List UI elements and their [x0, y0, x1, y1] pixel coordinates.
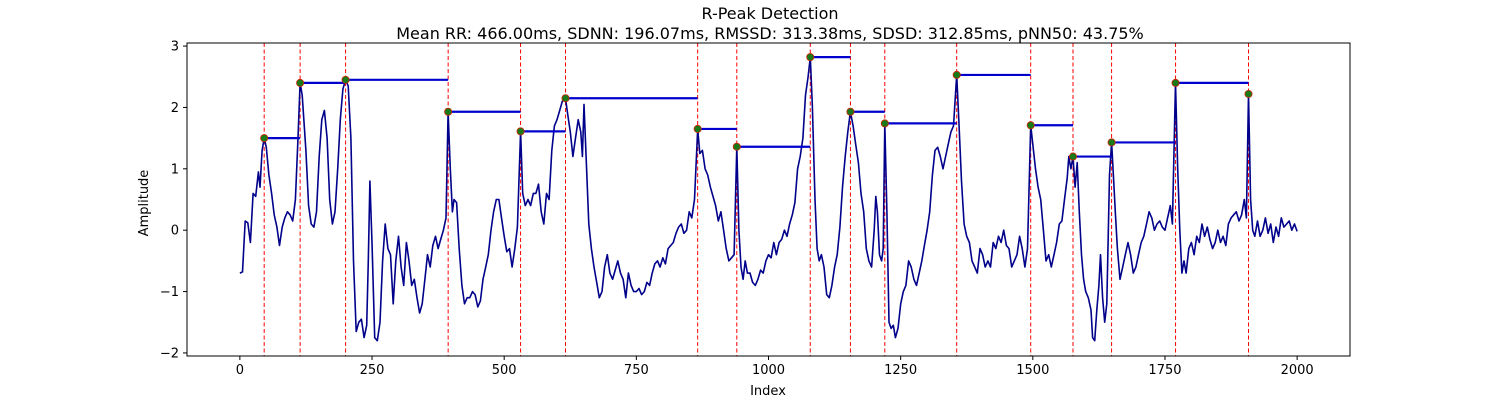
y-tick-label-5: 3 — [171, 40, 179, 55]
chart-subtitle: Mean RR: 466.00ms, SDNN: 196.07ms, RMSSD… — [396, 24, 1144, 43]
r-peak-marker-13 — [1068, 152, 1077, 161]
x-tick-label-3: 750 — [624, 363, 649, 378]
r-peak-marker-4 — [516, 127, 525, 136]
r-peak-marker-16 — [1244, 89, 1253, 98]
r-peak-marker-7 — [732, 142, 741, 151]
x-tick-label-7: 1750 — [1148, 363, 1181, 378]
r-peak-marker-14 — [1107, 138, 1116, 147]
y-tick-label-0: −2 — [160, 346, 179, 361]
r-peak-marker-9 — [846, 107, 855, 116]
plot-area — [239, 43, 1298, 356]
x-tick-label-5: 1250 — [884, 363, 917, 378]
ecg-signal-line — [239, 56, 1298, 342]
x-axis: 0 250 500 750 1000 1250 1500 1750 2000 — [236, 356, 1314, 378]
y-tick-label-1: −1 — [160, 285, 179, 300]
x-tick-label-2: 500 — [492, 363, 517, 378]
r-peak-marker-2 — [341, 75, 350, 84]
r-peak-marker-8 — [806, 53, 815, 62]
x-tick-label-1: 250 — [360, 363, 385, 378]
r-peak-marker-3 — [444, 107, 453, 116]
r-peak-marker-10 — [880, 119, 889, 128]
y-axis-label: Amplitude — [137, 170, 152, 237]
y-tick-label-4: 2 — [171, 101, 179, 116]
y-axis: −2 −1 0 1 2 3 — [160, 40, 187, 361]
r-peak-marker-12 — [1026, 121, 1035, 130]
x-tick-label-4: 1000 — [752, 363, 785, 378]
x-tick-label-6: 1500 — [1016, 363, 1049, 378]
x-axis-label: Index — [750, 384, 786, 399]
r-peak-marker-11 — [952, 70, 961, 79]
y-tick-label-2: 0 — [171, 224, 179, 239]
x-tick-label-0: 0 — [236, 363, 244, 378]
y-tick-label-3: 1 — [171, 162, 179, 177]
r-peak-marker-15 — [1171, 78, 1180, 87]
x-tick-label-8: 2000 — [1281, 363, 1314, 378]
r-peak-marker-0 — [260, 134, 269, 143]
r-peak-marker-5 — [561, 94, 570, 103]
chart-title: R-Peak Detection — [701, 4, 838, 23]
r-peak-marker-6 — [693, 124, 702, 133]
r-peak-marker-1 — [296, 78, 305, 87]
